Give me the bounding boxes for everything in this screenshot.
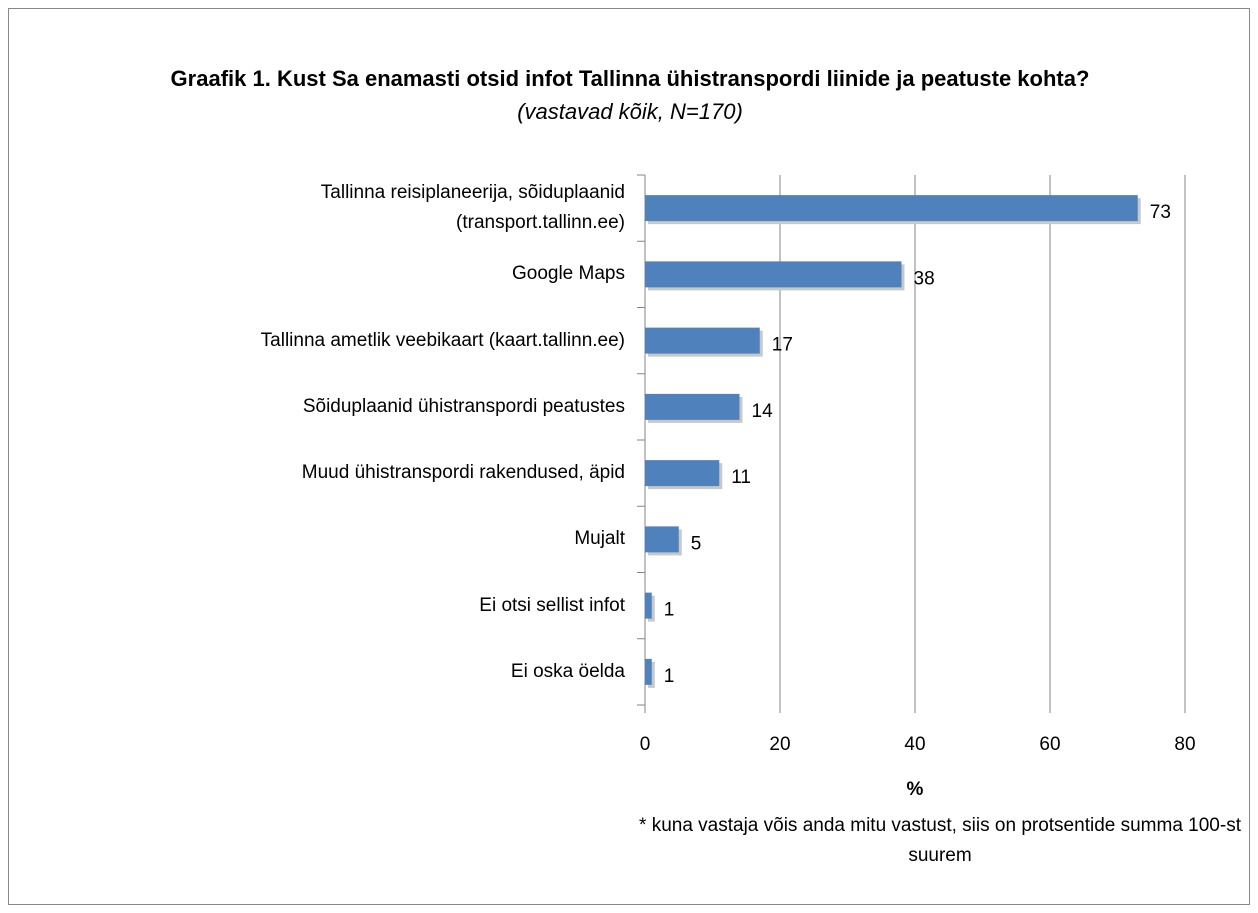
x-axis-title: % [907,779,924,800]
value-label: 73 [1150,202,1171,223]
bar [645,592,652,619]
value-label: 17 [772,335,793,356]
y-tick-label: Ei oska öelda [510,660,625,682]
value-label: 1 [664,666,675,687]
x-tick-label: 40 [904,734,925,755]
value-label: 5 [691,533,702,554]
value-label: 1 [664,600,675,621]
x-tick-label: 20 [769,734,790,755]
x-tick-label: 80 [1174,734,1195,755]
value-label: 14 [752,401,774,422]
chart-title-block: Graafik 1. Kust Sa enamasti otsid infot … [120,62,1140,128]
bar [645,327,760,354]
y-tick-label: Sõiduplaanid ühistranspordi peatustes [302,395,625,417]
annotation: * kuna vastaja võis anda mitu vastust, s… [639,815,1241,866]
chart-border [8,8,1250,905]
y-tick-label: Tallinna reisiplaneerija, sõiduplaanid (… [320,182,625,234]
value-label: 11 [731,467,751,488]
y-tick-label: Google Maps [511,263,625,285]
bar [645,460,720,487]
bar [645,261,902,288]
chart-subtitle: (vastavad kõik, N=170) [517,99,743,124]
value-label: 38 [914,268,935,289]
y-tick-label: Tallinna ametlik veebikaart (kaart.talli… [260,329,625,351]
x-tick-label: 60 [1039,734,1060,755]
bar [645,393,740,420]
y-tick-label: Mujalt [574,528,625,550]
chart-title: Graafik 1. Kust Sa enamasti otsid infot … [170,66,1090,91]
bar [645,195,1138,222]
bar [645,658,652,685]
bar [645,526,679,553]
x-tick-label: 0 [640,734,651,755]
y-tick-label: Ei otsi sellist infot [479,594,625,616]
y-tick-label: Muud ühistranspordi rakendused, äpid [301,462,625,484]
